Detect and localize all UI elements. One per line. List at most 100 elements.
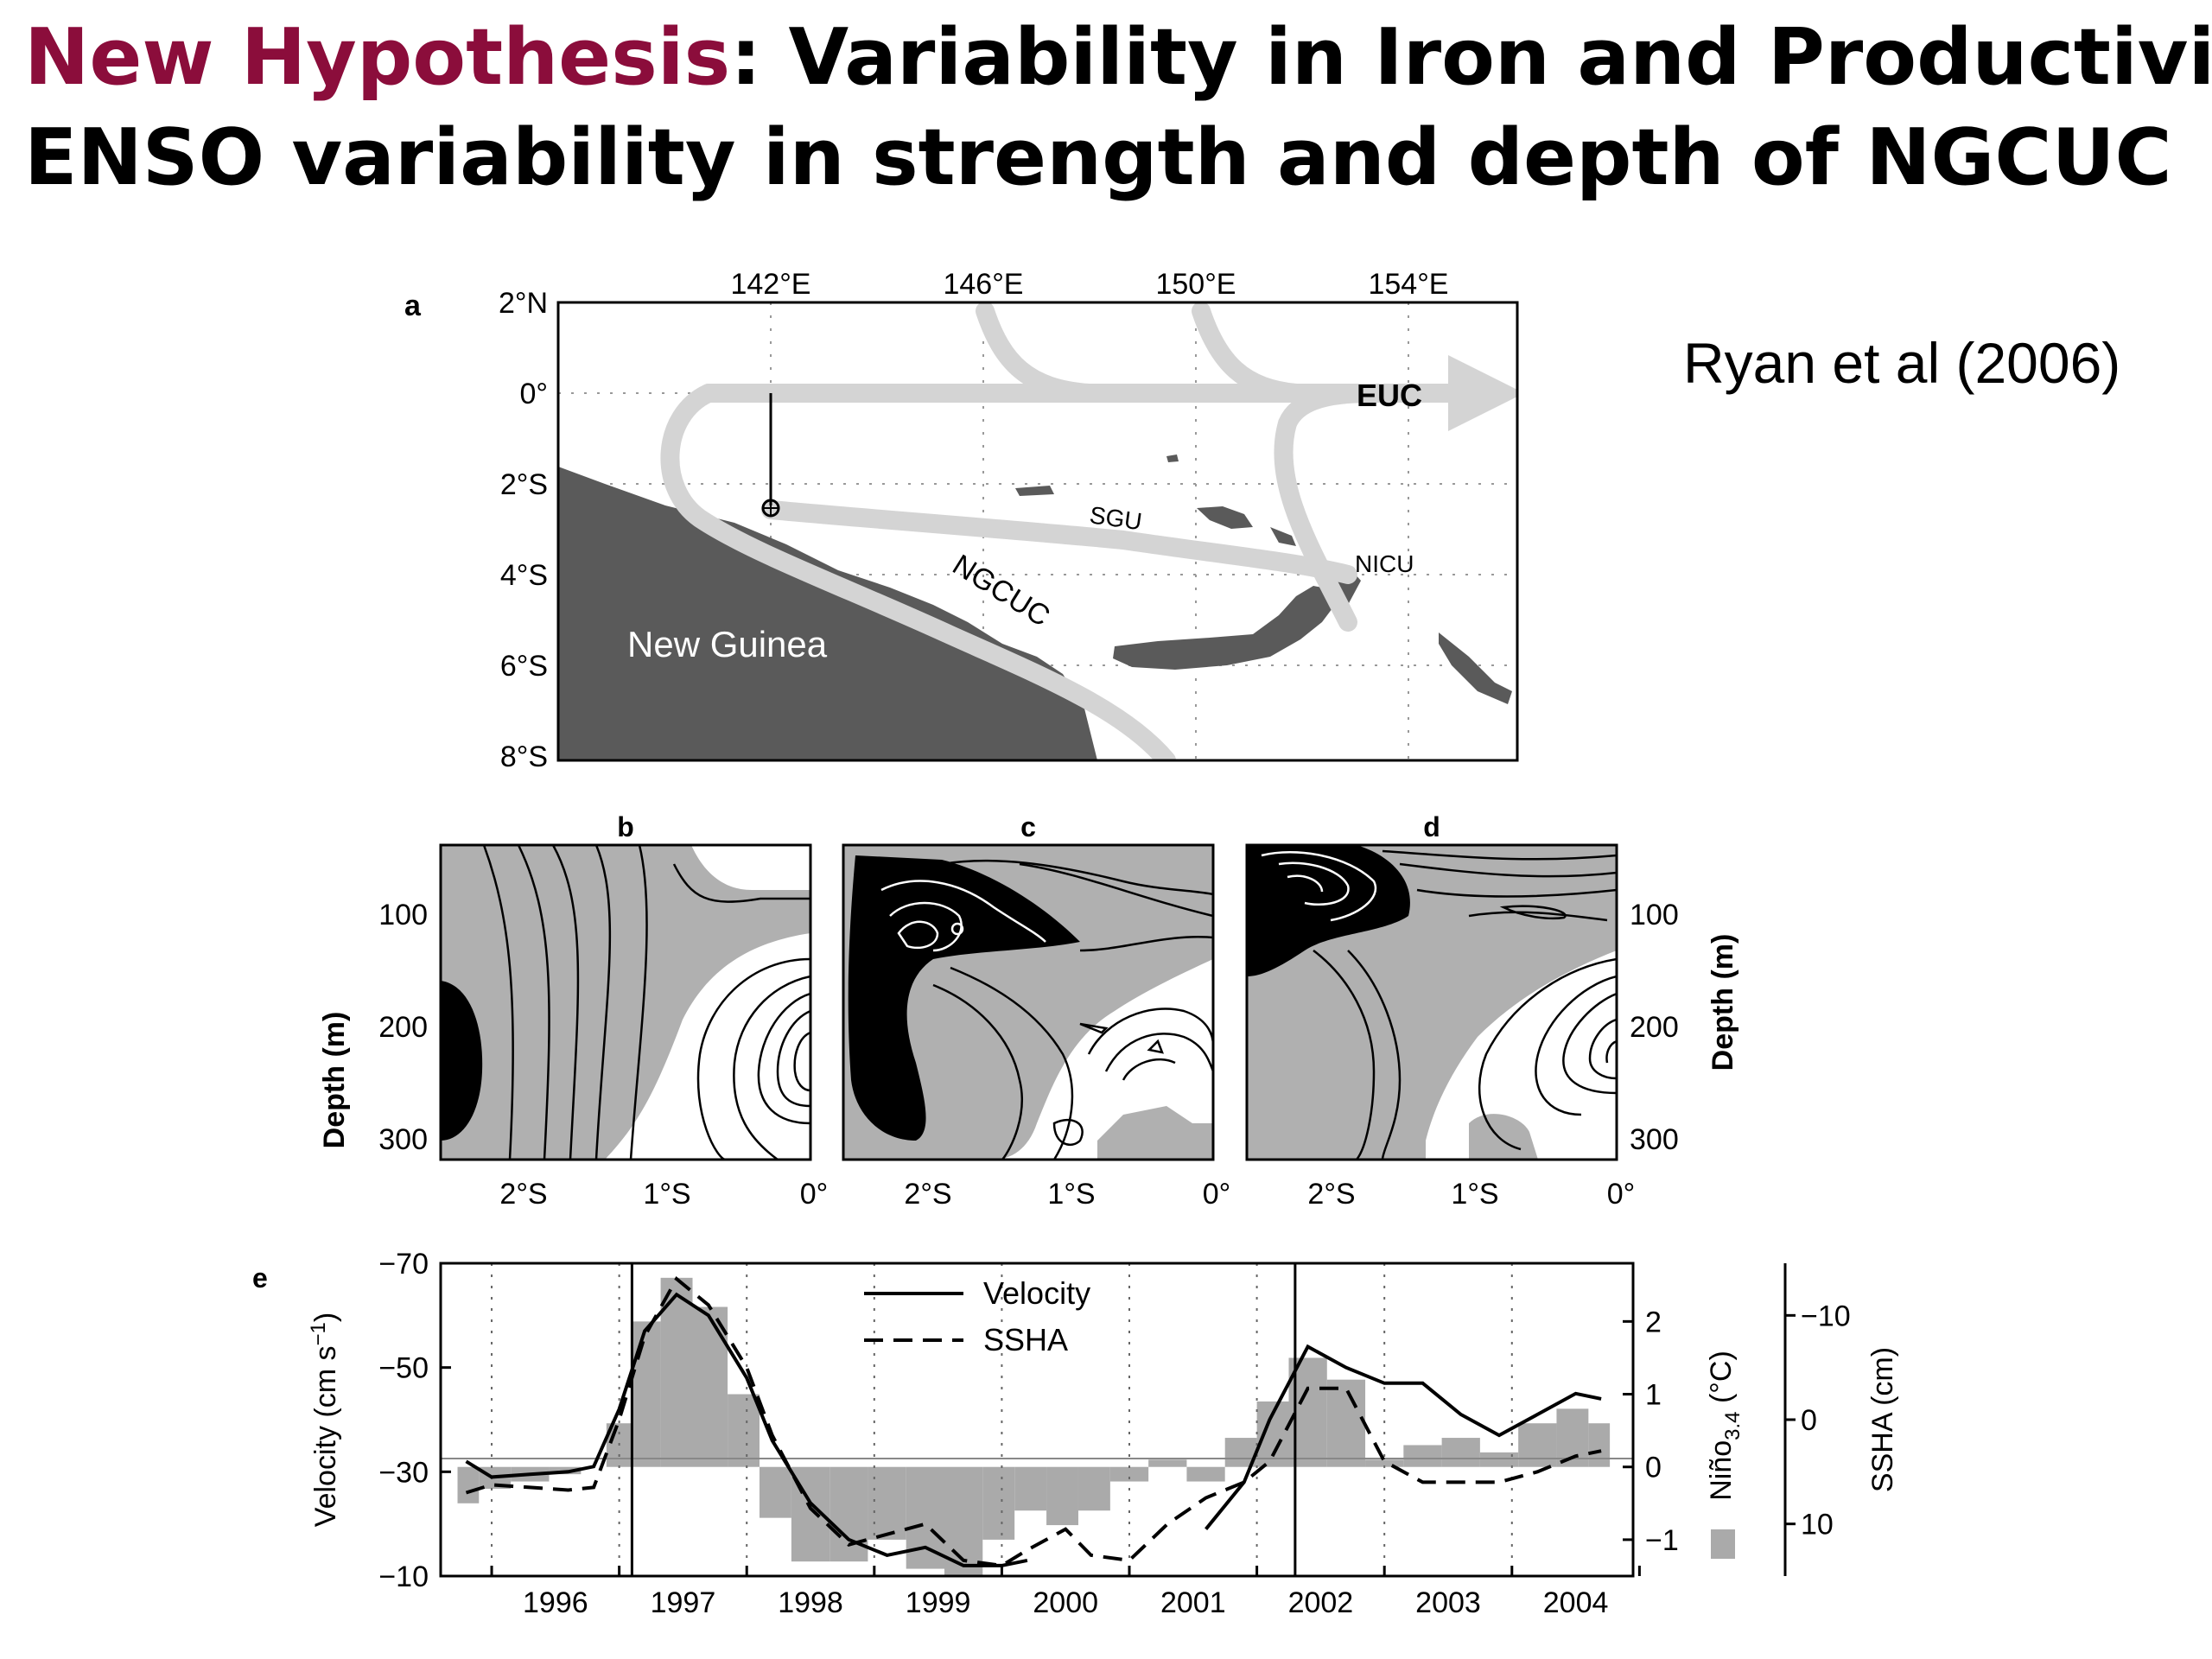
lon-tick: 150°E — [1155, 268, 1236, 301]
new-guinea-land — [558, 467, 1097, 760]
nino-swatch — [1711, 1529, 1735, 1559]
map-lat-ticks: 2°N 0° 2°S 4°S 6°S 8°S — [499, 287, 548, 773]
velocity-tick: −30 — [378, 1456, 429, 1489]
nino-bar — [692, 1306, 728, 1467]
depth-tick: 100 — [378, 899, 428, 931]
lat-tick: 0° — [1607, 1178, 1636, 1211]
lat-tick: 2°S — [904, 1178, 951, 1211]
legend: Velocity SSHA — [864, 1275, 1090, 1357]
velocity-axis-label: Velocity (cm s−1) — [307, 1313, 342, 1527]
nino-axis-label: Niño3.4 (°C) — [1705, 1351, 1745, 1501]
nicu-current — [1274, 384, 1392, 632]
map-lon-ticks: 142°E 146°E 150°E 154°E — [730, 268, 1448, 301]
nino-bar — [457, 1466, 480, 1503]
legend-ssha-label: SSHA — [983, 1322, 1068, 1357]
panel-e-label: e — [252, 1262, 268, 1294]
panel-a-label: a — [404, 289, 422, 322]
velocity-tick: −10 — [378, 1560, 429, 1593]
year-tick: 1999 — [906, 1586, 971, 1619]
lat-tick: 2°S — [499, 1178, 547, 1211]
citation: Ryan et al (2006) — [1683, 331, 2121, 395]
depth-tick: 200 — [378, 1011, 428, 1044]
nino-tick: −1 — [1645, 1524, 1679, 1557]
nino-tick: 1 — [1645, 1379, 1662, 1412]
nicu-label: NICU — [1355, 550, 1414, 577]
lat-tick: 1°S — [1047, 1178, 1095, 1211]
nino-bar — [1109, 1466, 1149, 1482]
new-guinea-label: New Guinea — [627, 624, 828, 664]
nino-bar — [1077, 1466, 1110, 1511]
nino-bar — [660, 1277, 693, 1467]
year-tick: 1998 — [778, 1586, 843, 1619]
ssha-tick: −10 — [1801, 1300, 1851, 1332]
lat-tick: 0° — [1203, 1178, 1231, 1211]
euc-label: EUC — [1357, 378, 1422, 413]
panel-b-title: b — [617, 811, 634, 842]
nino-bar — [1186, 1466, 1225, 1482]
slide-subtitle: ENSO variability in strength and depth o… — [24, 112, 2172, 203]
nino-bar — [1326, 1379, 1366, 1467]
lat-tick: 0° — [800, 1178, 829, 1211]
depth-label-left: Depth (m) — [318, 1012, 351, 1149]
velocity-series — [465, 1292, 1602, 1567]
lat-tick: 2°S — [1307, 1178, 1355, 1211]
nino-bar — [1588, 1423, 1611, 1467]
ssha-tick: 0 — [1801, 1404, 1817, 1437]
nino-bar — [1479, 1452, 1519, 1467]
lon-tick: 154°E — [1368, 268, 1448, 301]
title-rest: : Variability in Iron and Productivity — [730, 12, 2212, 103]
nino-bar — [1046, 1466, 1078, 1526]
year-ticks: 1996 1997 1998 1999 2000 2001 2002 2003 2004 — [523, 1586, 1608, 1619]
lat-tick: 1°S — [643, 1178, 690, 1211]
panel-b-section: b — [439, 811, 812, 1161]
nino-bar — [830, 1466, 868, 1562]
slide-title: New Hypothesis: Variability in Iron and … — [24, 19, 2212, 97]
nino-bar — [1148, 1459, 1187, 1467]
nino-bar — [1518, 1423, 1557, 1467]
ssha-series — [465, 1276, 1602, 1567]
year-tick: 2000 — [1033, 1586, 1098, 1619]
lat-tick: 6°S — [500, 650, 548, 683]
ssha-axis-ticks: −10 0 10 — [1785, 1300, 1851, 1541]
lat-tick: 0° — [519, 378, 548, 410]
title-accent: New Hypothesis — [24, 12, 731, 103]
nino-bar — [1403, 1445, 1442, 1467]
nino-bar — [632, 1321, 661, 1467]
nino-tick: 0 — [1645, 1452, 1662, 1484]
depth-label-right: Depth (m) — [1707, 934, 1739, 1071]
year-tick: 2001 — [1160, 1586, 1226, 1619]
year-tick: 1997 — [651, 1586, 716, 1619]
lat-tick: 2°N — [499, 287, 548, 320]
lat-tick: 1°S — [1451, 1178, 1498, 1211]
nino-bar — [1365, 1459, 1404, 1467]
ssha-tick: 10 — [1801, 1509, 1834, 1541]
nino-bar — [1014, 1466, 1047, 1511]
panel-e-frame — [439, 1262, 1635, 1578]
panel-a-map: a — [404, 268, 1519, 773]
sgu-current — [761, 500, 1357, 584]
depth-tick: 300 — [378, 1123, 428, 1156]
nino-bar — [759, 1466, 791, 1518]
depth-tick: 100 — [1630, 899, 1679, 931]
lon-tick: 142°E — [730, 268, 810, 301]
lat-tick: 2°S — [500, 468, 548, 501]
velocity-tick: −50 — [378, 1352, 429, 1385]
event-lines — [630, 1263, 1297, 1576]
legend-velocity-label: Velocity — [983, 1275, 1090, 1311]
year-tick: 2003 — [1415, 1586, 1481, 1619]
velocity-axis-ticks: −70 −50 −30 −10 — [378, 1248, 451, 1593]
year-tick: 1996 — [523, 1586, 588, 1619]
ngcuc-current — [660, 384, 1176, 760]
nino-bar — [982, 1466, 1015, 1540]
year-tick: 2002 — [1288, 1586, 1354, 1619]
lat-tick: 8°S — [500, 741, 548, 773]
nino-bar — [1441, 1438, 1480, 1467]
velocity-tick: −70 — [378, 1248, 429, 1281]
current-paths — [660, 302, 1517, 760]
nino-bar — [728, 1394, 760, 1467]
lat-tick: 4°S — [500, 559, 548, 592]
nino-tick: 2 — [1645, 1306, 1662, 1338]
panel-c-title: c — [1020, 811, 1036, 842]
